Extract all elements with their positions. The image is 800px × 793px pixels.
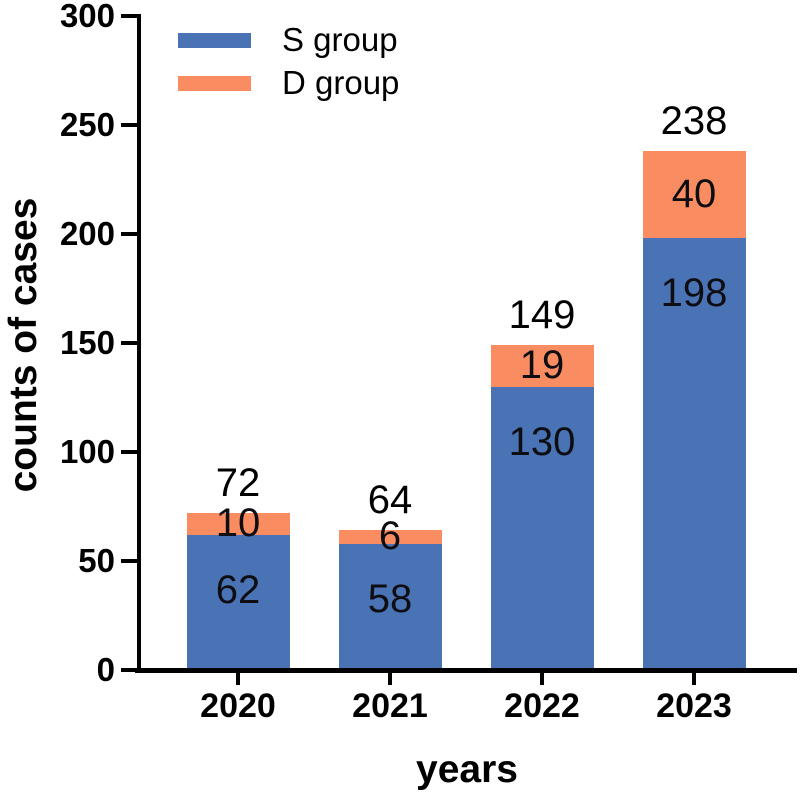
x-tick-label-2020: 2020 (200, 687, 276, 725)
y-tick (121, 14, 137, 18)
segment-value-label-d-2020: 10 (215, 500, 261, 545)
y-tick-label: 300 (59, 0, 115, 34)
bar-segment-s-2023 (642, 238, 746, 670)
legend-label-s-group: S group (282, 21, 398, 58)
segment-value-label-d-2021: 6 (378, 514, 402, 559)
x-axis-title: years (416, 748, 518, 791)
total-value-label-2023: 238 (660, 99, 728, 144)
y-tick (121, 341, 137, 345)
segment-value-label-s-2020: 62 (215, 567, 261, 612)
legend-label-d-group: D group (282, 64, 400, 101)
x-tick (692, 672, 696, 685)
total-value-label-2021: 64 (367, 478, 413, 523)
legend-entry-s-group: S group (178, 20, 399, 60)
legend: S group D group (178, 20, 399, 106)
total-value-label-2020: 72 (215, 461, 261, 506)
y-tick (121, 668, 137, 672)
x-tick-label-2023: 2023 (656, 687, 732, 725)
segment-value-label-d-2023: 40 (671, 171, 717, 216)
y-tick (121, 123, 137, 127)
segment-value-label-d-2022: 19 (519, 342, 565, 387)
y-tick-label: 250 (59, 106, 115, 143)
segment-value-label-s-2023: 198 (660, 271, 728, 316)
legend-swatch-s-group (178, 32, 251, 48)
y-tick-label: 100 (59, 433, 115, 470)
total-value-label-2022: 149 (508, 293, 576, 338)
x-tick-label-2021: 2021 (352, 687, 428, 725)
segment-value-label-s-2021: 58 (367, 576, 413, 621)
bar-segment-s-2020 (186, 534, 290, 670)
legend-entry-d-group: D group (178, 63, 399, 103)
y-tick-label: 200 (59, 215, 115, 252)
y-tick (121, 450, 137, 454)
x-axis-line (135, 668, 797, 673)
y-tick-label: 0 (96, 651, 115, 688)
segment-value-label-s-2022: 130 (508, 419, 576, 464)
y-tick-label: 50 (78, 542, 115, 579)
bar-segment-d-2023 (642, 151, 746, 239)
x-tick (540, 672, 544, 685)
bar-segment-d-2020 (186, 513, 290, 535)
y-axis-line (137, 14, 141, 672)
bar-segment-d-2021 (338, 530, 442, 544)
x-tick (236, 672, 240, 685)
bar-segment-d-2022 (490, 345, 594, 387)
bar-segment-s-2021 (338, 543, 442, 670)
y-tick (121, 559, 137, 563)
y-tick-label: 150 (59, 324, 115, 361)
bar-segment-s-2022 (490, 386, 594, 670)
legend-swatch-d-group (178, 75, 251, 91)
x-tick-label-2022: 2022 (504, 687, 580, 725)
y-tick (121, 232, 137, 236)
x-tick (388, 672, 392, 685)
